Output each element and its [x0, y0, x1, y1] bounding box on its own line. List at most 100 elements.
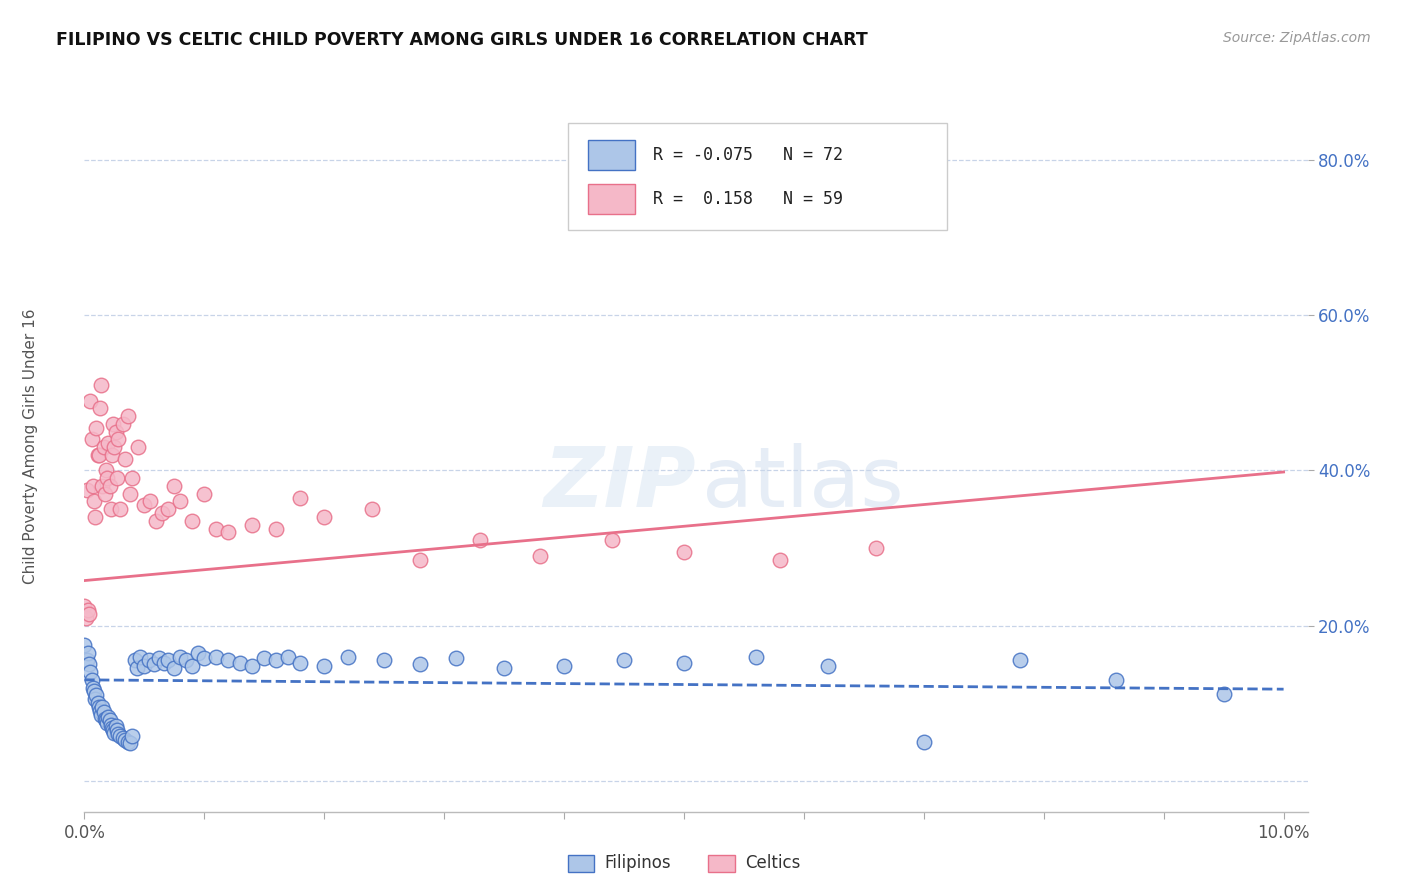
Point — [103, 440, 125, 454]
Point — [110, 729, 132, 743]
Point — [77, 603, 100, 617]
Point — [150, 506, 173, 520]
Point — [94, 463, 117, 477]
Point — [79, 665, 101, 679]
Point — [87, 700, 110, 714]
Text: Child Poverty Among Girls Under 16: Child Poverty Among Girls Under 16 — [24, 309, 38, 583]
Point — [101, 448, 124, 462]
Point — [600, 533, 623, 548]
Point — [264, 653, 287, 667]
Text: ZIP: ZIP — [543, 443, 696, 524]
Point — [77, 607, 100, 621]
Point — [277, 649, 299, 664]
Point — [134, 499, 156, 513]
Point — [91, 700, 114, 714]
Point — [86, 421, 108, 435]
Point — [96, 471, 118, 485]
Point — [163, 479, 186, 493]
Point — [217, 653, 239, 667]
Point — [110, 502, 132, 516]
Point — [127, 440, 149, 454]
Point — [745, 649, 768, 664]
Point — [865, 541, 887, 555]
Point — [193, 651, 215, 665]
Point — [84, 692, 107, 706]
Point — [912, 735, 935, 749]
Point — [174, 653, 197, 667]
Point — [769, 552, 792, 566]
Point — [111, 731, 134, 745]
Point — [121, 729, 143, 743]
Text: Filipinos: Filipinos — [605, 855, 671, 872]
Point — [76, 483, 98, 497]
Point — [181, 659, 204, 673]
Point — [80, 673, 103, 687]
Point — [97, 436, 120, 450]
Point — [229, 656, 252, 670]
Point — [114, 451, 136, 466]
Point — [290, 491, 312, 505]
Point — [98, 479, 121, 493]
Text: Source: ZipAtlas.com: Source: ZipAtlas.com — [1223, 31, 1371, 45]
Point — [79, 393, 101, 408]
Point — [157, 653, 180, 667]
Point — [494, 661, 516, 675]
Point — [100, 718, 122, 732]
Point — [105, 471, 128, 485]
Point — [290, 656, 312, 670]
Point — [93, 486, 115, 500]
Point — [817, 659, 839, 673]
Point — [93, 440, 115, 454]
Point — [468, 533, 491, 548]
Point — [205, 522, 228, 536]
Point — [87, 448, 110, 462]
Point — [93, 706, 115, 720]
Bar — [588, 184, 636, 213]
Point — [90, 378, 112, 392]
Point — [96, 715, 118, 730]
Point — [169, 494, 191, 508]
Point — [101, 721, 124, 735]
Point — [77, 646, 100, 660]
Point — [314, 510, 336, 524]
Point — [337, 649, 360, 664]
Point — [75, 611, 97, 625]
Point — [217, 525, 239, 540]
FancyBboxPatch shape — [568, 123, 946, 230]
Point — [91, 479, 114, 493]
Point — [82, 479, 104, 493]
Point — [82, 681, 104, 695]
Point — [157, 502, 180, 516]
Point — [672, 545, 695, 559]
Point — [128, 649, 150, 664]
Text: R = -0.075   N = 72: R = -0.075 N = 72 — [654, 145, 844, 163]
Point — [104, 425, 127, 439]
Point — [409, 657, 432, 672]
Point — [361, 502, 384, 516]
Point — [373, 653, 395, 667]
Point — [101, 723, 124, 738]
Text: Celtics: Celtics — [745, 855, 800, 872]
Point — [187, 646, 209, 660]
Point — [152, 656, 174, 670]
Bar — [588, 140, 636, 169]
Point — [93, 712, 115, 726]
Point — [264, 522, 287, 536]
Point — [444, 651, 467, 665]
Point — [169, 649, 191, 664]
Point — [613, 653, 636, 667]
Point — [73, 638, 96, 652]
Point — [89, 401, 111, 416]
Point — [98, 713, 121, 727]
Point — [90, 707, 112, 722]
Text: R =  0.158   N = 59: R = 0.158 N = 59 — [654, 190, 844, 208]
Point — [80, 433, 103, 447]
Point — [103, 725, 125, 739]
Point — [138, 653, 160, 667]
Point — [86, 689, 108, 703]
Point — [117, 735, 139, 749]
Point — [148, 651, 170, 665]
Point — [409, 552, 432, 566]
Point — [240, 659, 263, 673]
Point — [134, 659, 156, 673]
